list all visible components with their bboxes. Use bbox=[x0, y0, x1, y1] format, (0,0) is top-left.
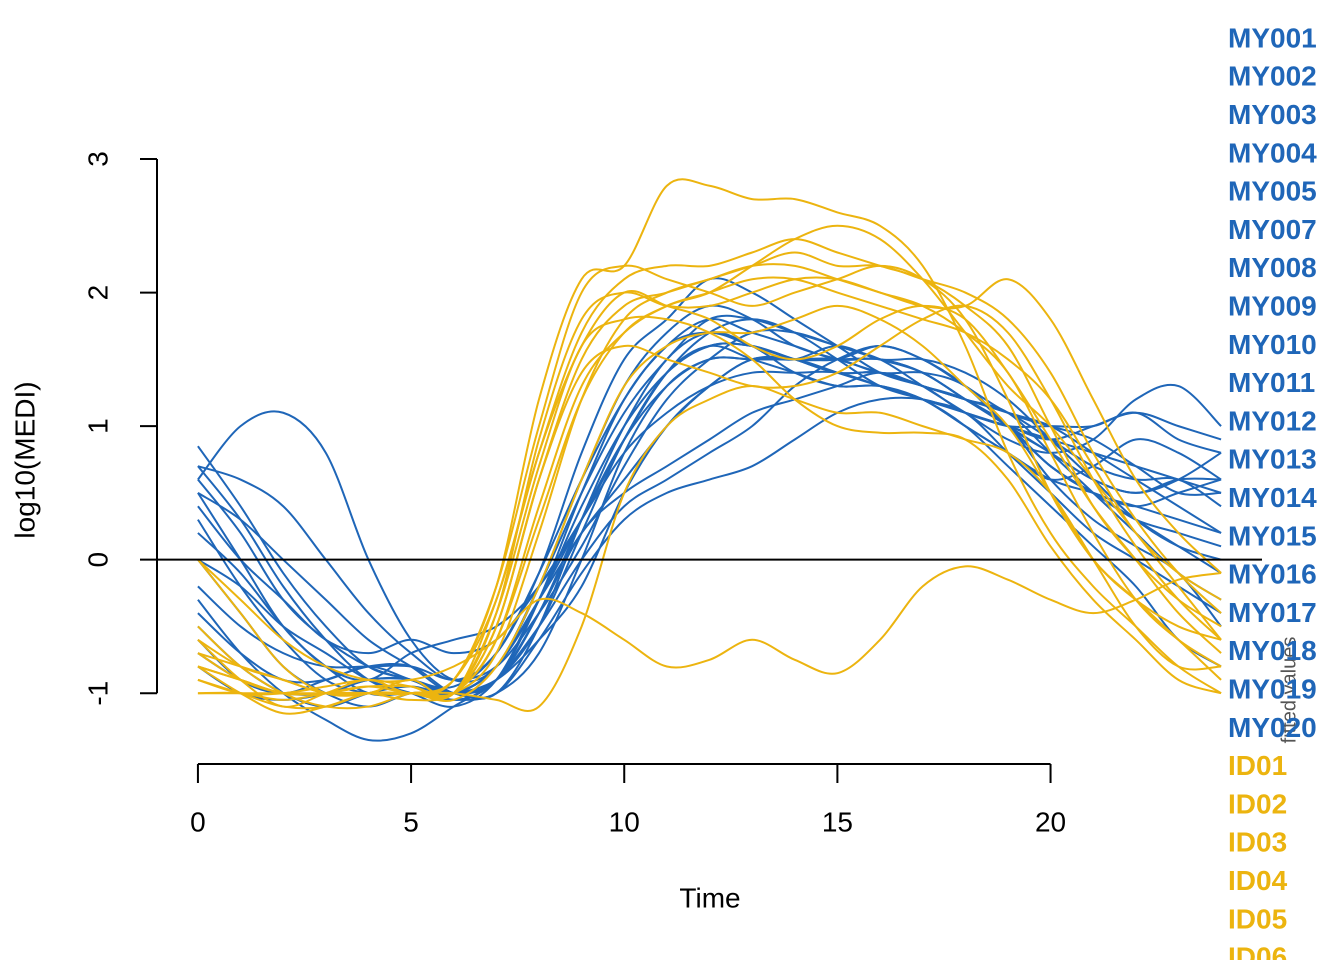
legend-entry: MY015 bbox=[1228, 520, 1317, 551]
series-line bbox=[197, 355, 1222, 695]
legend-entry: MY002 bbox=[1228, 61, 1317, 92]
series-line bbox=[197, 304, 1222, 702]
legend-entry: MY004 bbox=[1228, 137, 1317, 168]
series-line bbox=[197, 329, 1222, 681]
series-line bbox=[197, 558, 1222, 683]
series-line bbox=[197, 356, 1222, 701]
x-tick-label: 0 bbox=[190, 806, 206, 837]
series-line bbox=[197, 304, 1222, 698]
legend-entry: MY014 bbox=[1228, 482, 1317, 513]
legend-entry: MY008 bbox=[1228, 252, 1317, 283]
legend-entry: MY013 bbox=[1228, 444, 1317, 475]
legend-entry: MY005 bbox=[1228, 176, 1317, 207]
legend-entry: ID04 bbox=[1228, 865, 1288, 896]
x-tick-label: 15 bbox=[822, 806, 853, 837]
legend-entry: MY020 bbox=[1228, 712, 1317, 743]
legend-entry: ID06 bbox=[1228, 942, 1287, 960]
series-line bbox=[197, 263, 1222, 710]
x-tick-label: 5 bbox=[403, 806, 419, 837]
legend-entry: MY003 bbox=[1228, 99, 1317, 130]
legend-entry: MY017 bbox=[1228, 597, 1317, 628]
y-tick-label: 0 bbox=[82, 552, 113, 568]
legend-entry: MY019 bbox=[1228, 673, 1317, 704]
y-tick-label: 3 bbox=[82, 151, 113, 167]
x-axis-label: Time bbox=[679, 882, 740, 913]
x-tick-label: 20 bbox=[1035, 806, 1066, 837]
legend-entry: MY011 bbox=[1228, 367, 1315, 398]
y-axis-label: log10(MEDI) bbox=[9, 381, 40, 538]
legend-entry: MY012 bbox=[1228, 405, 1317, 436]
legend-entry: MY001 bbox=[1228, 22, 1317, 53]
y-tick-label: -1 bbox=[82, 681, 113, 706]
series-line bbox=[197, 370, 1222, 655]
legend-entry: MY007 bbox=[1228, 214, 1317, 245]
y-tick-label: 2 bbox=[82, 285, 113, 301]
series-line bbox=[197, 276, 1222, 699]
series-line bbox=[197, 178, 1222, 708]
series-line bbox=[197, 315, 1222, 701]
legend-entry: MY010 bbox=[1228, 329, 1317, 360]
series-line bbox=[197, 318, 1222, 695]
x-tick-label: 10 bbox=[609, 806, 640, 837]
series-line bbox=[197, 290, 1222, 698]
legend-entry: ID01 bbox=[1228, 750, 1287, 781]
legend-entry: MY016 bbox=[1228, 559, 1317, 590]
legend-entry: ID03 bbox=[1228, 827, 1287, 858]
legend-entry: ID02 bbox=[1228, 788, 1287, 819]
y-tick-label: 1 bbox=[82, 418, 113, 434]
series-line bbox=[197, 276, 1222, 702]
legend-title: fitted values bbox=[1278, 637, 1300, 744]
legend-entry: MY009 bbox=[1228, 290, 1317, 321]
legend-entry: ID05 bbox=[1228, 903, 1287, 934]
legend-entry: MY018 bbox=[1228, 635, 1317, 666]
